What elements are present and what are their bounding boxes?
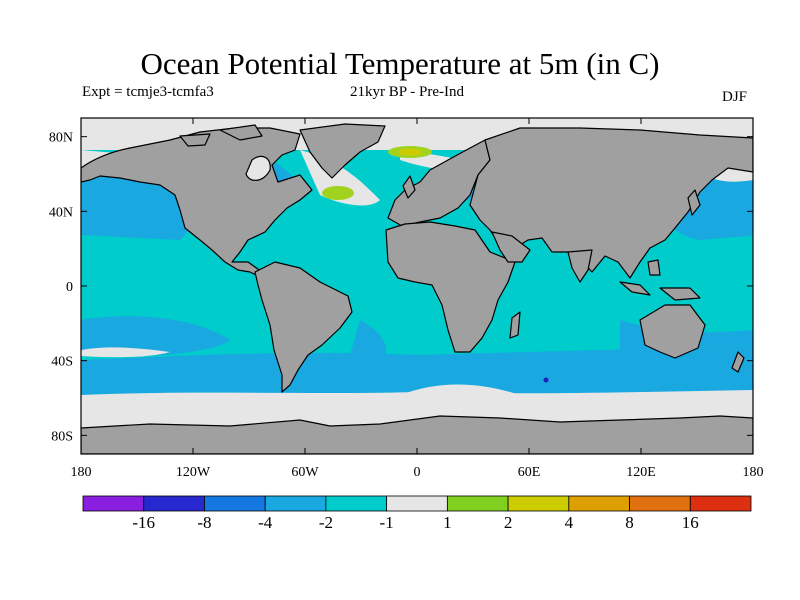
british-isles [402,175,416,199]
x-tick-label: 120E [626,465,656,480]
japan [687,189,701,216]
y-tick-label: 80N [49,131,73,146]
colorbar-label: -8 [197,513,211,532]
x-tick-label: 120W [176,465,211,480]
y-axis: 80N 40N 0 40S 80S [49,131,753,444]
y-tick-label: 80S [51,429,73,444]
colorbar-label: 16 [682,513,699,532]
x-tick-label: 60W [291,465,319,480]
colorbar-label: 4 [565,513,574,532]
australia [639,304,706,359]
asia [469,127,753,279]
season-label: DJF [722,89,748,105]
period-label: 21kyr BP - Pre-Ind [350,84,465,100]
y-tick-label: 0 [66,280,73,295]
colorbar-label: -16 [132,513,155,532]
land [81,123,753,454]
experiment-label: Expt = tcmje3-tcmfa3 [82,84,214,100]
colorbar-swatch [204,495,266,512]
south-america [254,261,353,393]
colorbar-label: 8 [625,513,634,532]
colorbar-swatch [446,495,509,512]
colorbar-label: -4 [258,513,273,532]
colorbar-swatch [82,495,145,512]
x-tick-label: 180 [71,465,92,480]
colorbar-swatch [568,495,630,512]
colorbar-label: 1 [443,513,452,532]
antarctica [81,415,753,454]
colorbar-swatch [325,495,388,512]
cold-spot [543,377,549,383]
colorbar-label: -1 [380,513,394,532]
y-tick-label: 40S [51,355,73,370]
x-tick-label: 180 [743,465,764,480]
colorbar-swatch [689,495,752,512]
colorbar-swatch [143,495,205,512]
colorbar-swatch [386,495,448,512]
hudson-bay [245,155,271,181]
plot-title: Ocean Potential Temperature at 5m (in C) [140,46,660,81]
x-axis: 180 120W 60W 0 60E 120E 180 [71,118,764,480]
colorbar-swatch [264,495,327,512]
colorbar-swatch [629,495,691,512]
colorbar-swatch [507,495,570,512]
x-tick-label: 0 [414,465,421,480]
y-tick-label: 40N [49,205,73,220]
colorbar-label: -2 [319,513,333,532]
greenland [299,123,386,179]
warm-anomaly-patches [322,146,432,200]
arabian-peninsula [491,231,531,263]
map-plot-area [81,118,753,454]
colorbar-label: 2 [504,513,513,532]
new-zealand [731,351,745,373]
madagascar [509,311,521,339]
india [567,249,593,283]
x-tick-label: 60E [518,465,541,480]
colorbar: -16 -8 -4 -2 -1 1 2 4 8 16 [82,495,752,532]
africa [385,221,516,353]
